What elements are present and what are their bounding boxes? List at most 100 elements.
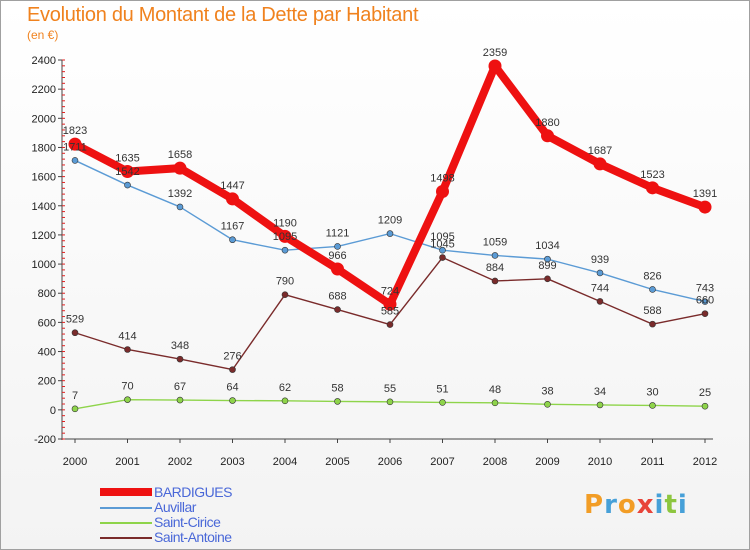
data-point (176, 203, 184, 211)
data-point (176, 355, 184, 363)
x-tick-label: 2006 (378, 456, 402, 468)
legend-label: Saint-Cirice (154, 514, 221, 530)
logo-letter: o (617, 490, 637, 520)
proxiti-logo: Proxiti (584, 490, 688, 520)
data-point (646, 181, 659, 195)
data-label: 30 (646, 386, 658, 398)
data-point (68, 137, 82, 151)
legend-swatch (100, 537, 152, 539)
data-point (229, 236, 236, 244)
data-label: 529 (66, 314, 84, 326)
data-label: 1687 (588, 145, 612, 157)
data-point (491, 399, 499, 407)
legend-label: Auvillar (154, 499, 196, 515)
data-point (71, 329, 79, 337)
data-label: 585 (381, 306, 399, 318)
data-point (121, 165, 134, 179)
data-label: 790 (276, 276, 294, 288)
data-label: 2359 (483, 47, 507, 59)
data-point (281, 246, 289, 254)
data-point (544, 401, 551, 408)
data-label: 1823 (63, 125, 87, 137)
data-point (386, 398, 394, 406)
data-label: 1658 (168, 149, 192, 161)
legend-label: BARDIGUES (154, 484, 232, 500)
logo-letter: i (654, 490, 665, 520)
data-label: 1542 (115, 166, 139, 178)
data-label: 899 (538, 260, 556, 272)
data-point (71, 405, 79, 413)
data-point (173, 161, 187, 175)
data-point (281, 397, 289, 405)
legend-swatch (100, 522, 152, 524)
data-point (593, 157, 607, 171)
data-point (541, 129, 554, 143)
data-point (124, 181, 131, 189)
data-point (439, 254, 446, 261)
data-label: 1121 (326, 227, 350, 239)
data-point (698, 200, 712, 214)
x-tick-label: 2003 (220, 456, 244, 468)
data-label: 1711 (63, 141, 87, 153)
data-label: 1034 (535, 240, 559, 252)
data-point (386, 230, 394, 237)
data-label: 25 (699, 387, 711, 399)
data-point (488, 59, 502, 73)
data-point (544, 275, 551, 283)
data-label: 1391 (693, 188, 717, 200)
data-label: 1045 (430, 239, 454, 251)
data-label: 1209 (378, 215, 402, 227)
data-label: 67 (174, 381, 186, 393)
y-tick-label: 1200 (32, 230, 56, 242)
y-tick-label: 600 (38, 317, 56, 329)
data-label: 64 (226, 382, 238, 394)
data-point (278, 229, 292, 243)
data-label: 276 (223, 351, 241, 363)
data-label: 884 (486, 262, 504, 274)
data-point (701, 402, 709, 410)
data-point (649, 402, 656, 409)
x-tick-label: 2001 (115, 456, 139, 468)
legend-swatch (100, 507, 152, 509)
data-label: 826 (643, 270, 661, 282)
data-point (701, 298, 709, 305)
data-label: 939 (591, 254, 609, 266)
data-label: 62 (279, 382, 291, 394)
data-point (334, 243, 341, 250)
data-label: 660 (696, 295, 714, 307)
data-point (649, 320, 656, 328)
series-line-bardigues (71, 61, 709, 309)
data-label: 48 (489, 384, 501, 396)
data-point (229, 397, 236, 404)
data-label: 744 (591, 282, 609, 294)
data-label: 414 (118, 330, 136, 342)
data-label: 51 (436, 383, 448, 395)
y-tick-label: 2000 (32, 113, 56, 125)
x-tick-label: 2004 (273, 456, 297, 468)
data-label: 34 (594, 386, 606, 398)
x-tick-label: 2002 (168, 456, 192, 468)
y-tick-label: 800 (38, 288, 56, 300)
data-point (436, 184, 449, 198)
data-label: 1523 (640, 169, 664, 181)
data-label: 58 (331, 382, 343, 394)
data-label: 743 (696, 283, 714, 295)
x-tick-label: 2005 (325, 456, 349, 468)
legend-swatch (100, 488, 152, 496)
data-label: 688 (328, 291, 346, 303)
logo-letter: i (677, 490, 688, 520)
data-label: 724 (381, 285, 399, 297)
y-tick-label: 2400 (32, 55, 56, 67)
data-point (596, 401, 604, 409)
y-tick-label: 400 (38, 347, 56, 359)
data-label: 55 (384, 383, 396, 395)
data-label: 1635 (115, 153, 139, 165)
data-label: 348 (171, 340, 189, 352)
x-tick-label: 2007 (430, 456, 454, 468)
data-point (701, 310, 709, 317)
data-label: 1447 (220, 180, 244, 192)
y-tick-label: 0 (50, 405, 56, 417)
data-label: 1095 (273, 231, 297, 243)
